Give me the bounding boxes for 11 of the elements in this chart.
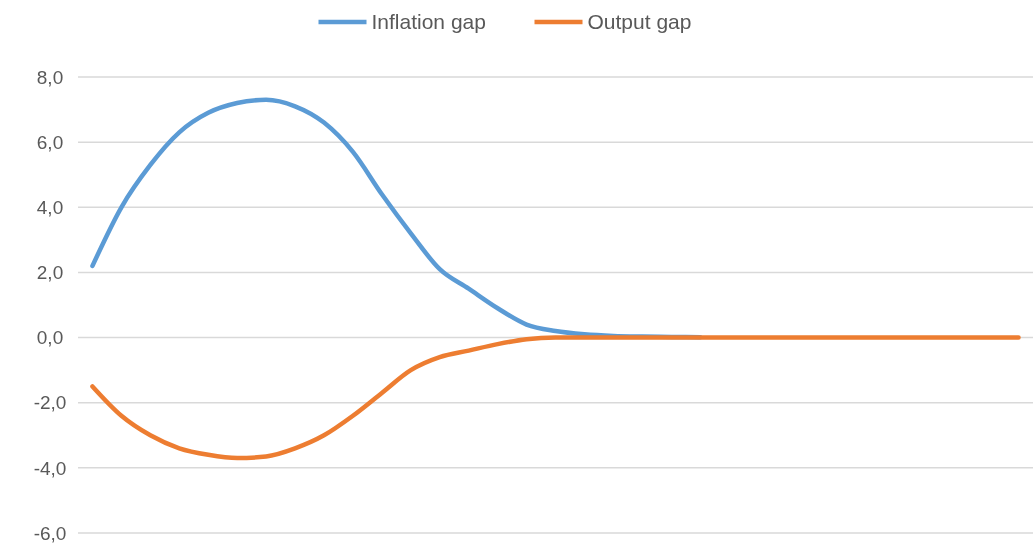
legend-label: Output gap	[587, 10, 692, 34]
y-tick-label: 6,0	[36, 131, 64, 153]
y-tick-label: -6,0	[33, 522, 67, 544]
line-series	[90, 335, 1021, 461]
y-tick-label: 8,0	[36, 66, 64, 88]
y-tick-label: -2,0	[33, 392, 67, 414]
y-tick-label: -4,0	[33, 457, 67, 479]
y-tick-label: 2,0	[36, 262, 64, 284]
legend-label: Inflation gap	[371, 10, 486, 34]
y-tick-label: 4,0	[36, 196, 64, 218]
y-tick-label: 0,0	[36, 327, 64, 349]
